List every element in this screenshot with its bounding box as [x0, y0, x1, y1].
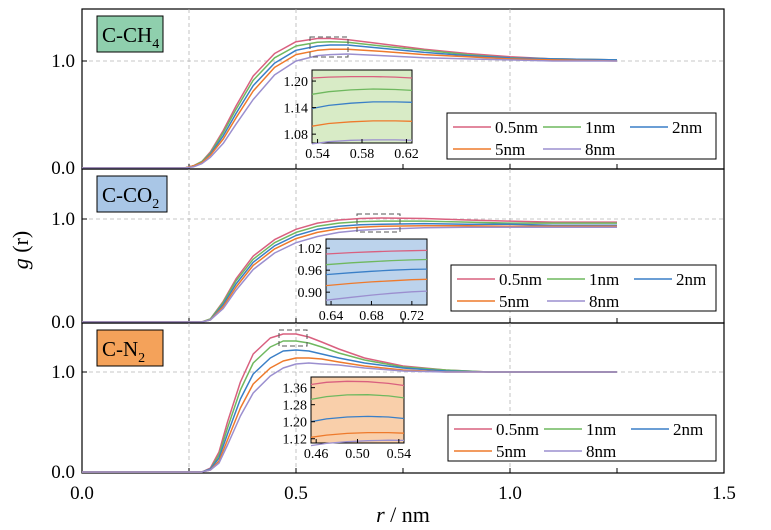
- x-axis-label: r / nm: [376, 502, 430, 527]
- y-tick-label: 0.0: [51, 158, 75, 179]
- series-line-1nm: [82, 220, 617, 323]
- panels-group: 0.0 1.0 C-CH4 0.54 0.58 0.62 1.08 1.14 1.20 0.5nm…: [51, 8, 725, 483]
- legend-label: 2nm: [673, 420, 703, 439]
- y-axis-label: g (r): [8, 231, 33, 269]
- y-tick-label: 0.0: [51, 312, 75, 333]
- legend-frame: [450, 264, 717, 312]
- series-line-8nm: [82, 53, 617, 169]
- inset-series-line-2nm: [310, 415, 405, 423]
- series-line-2nm: [82, 222, 617, 323]
- inset: 0.54 0.58 0.62 1.08 1.14 1.20: [284, 69, 419, 162]
- legend: 0.5nm 1nm 2nm 5nm 8nm: [447, 414, 717, 462]
- legend-label: 8nm: [586, 442, 616, 461]
- legend-label: 1nm: [589, 270, 619, 289]
- x-tick-label: 0.0: [70, 483, 94, 504]
- inset-series-line-2nm: [325, 268, 428, 276]
- y-tick-label: 1.0: [51, 51, 75, 72]
- inset-series-line-2nm: [311, 101, 413, 110]
- legend-frame: [446, 112, 717, 160]
- panel-label: C-N2: [102, 337, 145, 366]
- inset: 0.64 0.68 0.72 0.90 0.96 1.02: [298, 238, 428, 324]
- legend-label: 1nm: [585, 118, 615, 137]
- x-tick-label: 1.0: [498, 483, 522, 504]
- inset-x-tick-label: 0.64: [319, 309, 344, 324]
- inset-y-tick-label: 1.36: [283, 382, 308, 397]
- x-tick-label: 0.5: [284, 483, 308, 504]
- x-tick-label: 1.5: [712, 483, 736, 504]
- inset-x-tick-label: 0.54: [387, 447, 412, 462]
- inset-series-line-0.5nm: [310, 380, 405, 387]
- inset-y-tick-label: 1.28: [283, 399, 308, 414]
- series-line-5nm: [82, 48, 618, 169]
- legend-label: 0.5nm: [499, 270, 542, 289]
- panel-2: 0.0 1.0 C-CO2 0.64 0.68 0.72 0.90 0.96 1.02 0.5nm…: [51, 168, 725, 333]
- inset-series-line-1nm: [325, 258, 428, 266]
- inset-series-line-0.5nm: [311, 75, 413, 79]
- inset-y-tick-label: 1.02: [298, 242, 323, 257]
- legend-label: 8nm: [589, 292, 619, 311]
- panel-label: C-CH4: [102, 23, 159, 52]
- inset-y-tick-label: 0.90: [298, 286, 323, 301]
- legend-label: 0.5nm: [496, 420, 539, 439]
- legend-label: 1nm: [586, 420, 616, 439]
- panel-1: 0.0 1.0 C-CH4 0.54 0.58 0.62 1.08 1.14 1.20 0.5nm…: [51, 8, 725, 179]
- inset-x-tick-label: 0.68: [359, 309, 384, 324]
- legend-label: 8nm: [585, 140, 615, 159]
- legend-label: 0.5nm: [495, 118, 538, 137]
- series-line-1nm: [82, 40, 618, 169]
- y-tick-label: 1.0: [51, 362, 75, 383]
- inset-series-line-8nm: [325, 290, 428, 301]
- inset-series-line-0.5nm: [325, 249, 428, 255]
- series-line-1nm: [82, 340, 617, 473]
- inset-x-tick-label: 0.58: [350, 147, 375, 162]
- zoom-box: [278, 329, 308, 347]
- inset-series-line-1nm: [310, 394, 405, 401]
- inset-y-tick-label: 1.14: [284, 102, 309, 117]
- inset-x-tick-label: 0.72: [400, 309, 425, 324]
- inset-y-tick-label: 1.20: [283, 416, 308, 431]
- inset-x-tick-label: 0.54: [305, 147, 330, 162]
- inset-series-line-1nm: [311, 88, 413, 95]
- legend-label: 2nm: [672, 118, 702, 137]
- series-line-5nm: [82, 224, 617, 323]
- zoom-box: [309, 36, 349, 58]
- y-tick-label: 0.0: [51, 462, 75, 483]
- inset-series-line-5nm: [311, 120, 413, 127]
- series-line-2nm: [82, 349, 617, 473]
- inset-y-tick-label: 0.96: [298, 264, 323, 279]
- inset-y-tick-label: 1.08: [284, 128, 309, 143]
- panel-label-box: [96, 329, 164, 367]
- panel-label-box: [96, 15, 164, 53]
- panel-3: 0.01.0C-N20.46 0.50 0.541.121.201.281.360.…: [51, 322, 725, 483]
- inset-frame: [311, 69, 413, 144]
- legend-label: 5nm: [496, 442, 526, 461]
- inset-x-tick-label: 0.46: [304, 447, 329, 462]
- legend-label: 2nm: [676, 270, 706, 289]
- series-line-8nm: [82, 362, 617, 473]
- y-tick-label: 1.0: [51, 209, 75, 230]
- panel-label-box: [96, 175, 168, 213]
- inset-y-tick-label: 1.20: [284, 75, 309, 90]
- series-line-8nm: [82, 226, 617, 323]
- zoom-box: [356, 213, 401, 233]
- legend-label: 5nm: [499, 292, 529, 311]
- inset-series-line-5nm: [310, 431, 405, 438]
- inset-x-tick-label: 0.50: [345, 447, 370, 462]
- legend-frame: [447, 414, 717, 462]
- legend: 0.5nm 1nm 2nm 5nm 8nm: [446, 112, 717, 160]
- inset-y-tick-label: 1.12: [283, 433, 308, 448]
- legend: 0.5nm 1nm 2nm 5nm 8nm: [450, 264, 717, 312]
- inset: 0.46 0.50 0.54 1.12 1.20 1.28 1.36: [283, 376, 412, 462]
- inset-x-tick-label: 0.62: [394, 147, 419, 162]
- panel-label: C-CO2: [102, 183, 159, 212]
- inset-series-line-5nm: [325, 278, 428, 287]
- legend-label: 5nm: [495, 140, 525, 159]
